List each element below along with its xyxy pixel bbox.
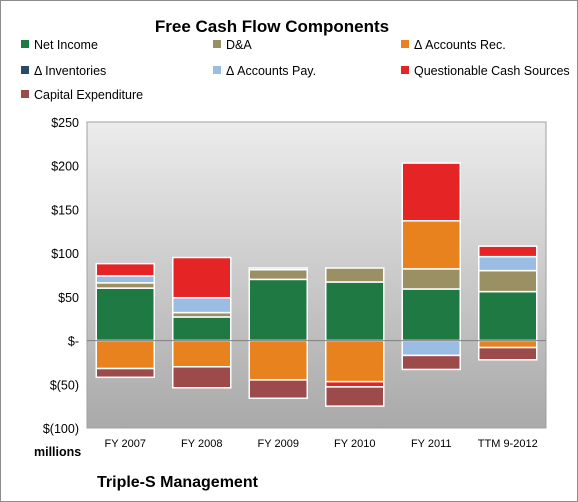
bar-segment — [478, 245, 538, 258]
bar-segment — [401, 288, 461, 342]
y-tick-label: $250 — [51, 116, 79, 130]
legend-label: D&A — [226, 38, 252, 52]
bar-segment — [172, 339, 232, 368]
bar-segment — [248, 379, 308, 400]
bar-segment — [325, 281, 385, 342]
legend-label: Δ Inventories — [34, 64, 106, 78]
bar-segment — [325, 339, 385, 383]
legend-swatch — [213, 40, 221, 48]
bar-segment — [95, 262, 155, 277]
footer-label: Triple-S Management — [97, 474, 259, 491]
bar-segment — [478, 269, 538, 293]
legend-swatch — [401, 40, 409, 48]
y-tick-label: $150 — [51, 203, 79, 217]
legend-label: Questionable Cash Sources — [414, 64, 570, 78]
plot-area — [86, 121, 547, 429]
bar-segment — [401, 354, 461, 371]
bar-segment — [401, 220, 461, 270]
bar-segment — [95, 339, 155, 370]
x-tick-label: FY 2011 — [411, 438, 452, 450]
bar-segment — [325, 267, 385, 283]
legend-label: Δ Accounts Rec. — [414, 38, 506, 52]
bar-segment — [248, 267, 308, 271]
y-tick-label: $200 — [51, 160, 79, 174]
bar-segment — [248, 269, 308, 281]
bar-segment — [478, 346, 538, 361]
bar-segment — [401, 339, 461, 357]
y-tick-label: $- — [68, 335, 79, 349]
bar-segment — [478, 255, 538, 272]
bar-segment — [325, 380, 385, 388]
legend-swatch — [401, 66, 409, 74]
y-tick-label: $50 — [58, 291, 79, 305]
y-axis: $(100) $(50) $- $50 $100 $150 $200 $250 — [43, 116, 79, 436]
bar-segment — [401, 268, 461, 290]
legend-swatch — [21, 40, 29, 48]
unit-label: millions — [34, 445, 81, 459]
bar-segment — [172, 296, 232, 314]
bar-segment — [95, 367, 155, 379]
y-tick-label: $(100) — [43, 422, 79, 436]
x-axis: FY 2007 FY 2008 FY 2009 FY 2010 FY 2011 TTM 9… — [105, 438, 538, 450]
chart-title: Free Cash Flow Components — [155, 17, 389, 36]
bar-segment — [95, 282, 155, 289]
bar-segment — [248, 339, 308, 381]
y-tick-label: $(50) — [50, 378, 79, 392]
x-tick-label: TTM 9-2012 — [478, 438, 538, 450]
legend-label: Capital Expenditure — [34, 88, 143, 102]
x-tick-label: FY 2009 — [258, 438, 299, 450]
x-tick-label: FY 2008 — [181, 438, 222, 450]
bars — [95, 162, 538, 407]
bar-segment — [325, 386, 385, 407]
bar-segment — [172, 256, 232, 299]
bar-segment — [172, 316, 232, 342]
bar-segment — [478, 290, 538, 342]
bar-segment — [95, 275, 155, 284]
x-tick-label: FY 2010 — [334, 438, 375, 450]
legend-swatch — [213, 66, 221, 74]
legend-label: Net Income — [34, 38, 98, 52]
bar-segment — [401, 162, 461, 222]
bar-segment — [172, 366, 232, 389]
bar-segment — [478, 339, 538, 349]
bar-segment — [95, 287, 155, 342]
legend-swatch — [21, 66, 29, 74]
legend-label: Δ Accounts Pay. — [226, 64, 316, 78]
legend: Net Income D&A Δ Accounts Rec. Δ Inventorie… — [21, 38, 570, 102]
bar-segment — [248, 278, 308, 342]
y-tick-label: $100 — [51, 247, 79, 261]
x-tick-label: FY 2007 — [105, 438, 146, 450]
legend-swatch — [21, 90, 29, 98]
